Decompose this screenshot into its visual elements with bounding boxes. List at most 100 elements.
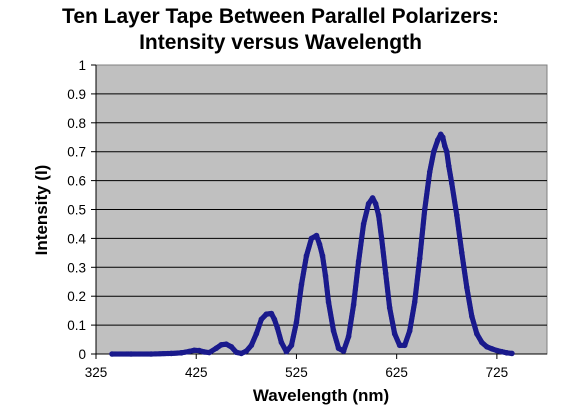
data-point bbox=[128, 351, 134, 357]
data-point bbox=[243, 348, 250, 354]
x-tick-label: 425 bbox=[185, 365, 208, 380]
data-point bbox=[386, 304, 393, 311]
data-point bbox=[369, 195, 376, 201]
data-point bbox=[228, 343, 235, 350]
data-point bbox=[271, 316, 278, 323]
data-point bbox=[191, 347, 198, 354]
data-point bbox=[443, 148, 450, 155]
data-point bbox=[340, 348, 347, 354]
data-point bbox=[382, 270, 389, 276]
y-tick-label: 0.5 bbox=[67, 203, 86, 218]
data-point bbox=[218, 341, 225, 348]
y-tick-label: 0.6 bbox=[67, 174, 86, 189]
data-point bbox=[426, 169, 433, 175]
x-tick-label: 325 bbox=[85, 365, 108, 380]
data-point bbox=[391, 330, 398, 337]
data-point bbox=[316, 241, 323, 247]
data-point bbox=[223, 341, 230, 347]
data-point bbox=[464, 284, 470, 291]
data-point bbox=[178, 350, 184, 356]
y-tick-label: 0 bbox=[78, 347, 86, 362]
data-point bbox=[434, 137, 441, 143]
data-point bbox=[411, 299, 418, 305]
data-point bbox=[350, 302, 357, 308]
data-point bbox=[355, 258, 362, 265]
chart-title-line-1: Ten Layer Tape Between Parallel Polarize… bbox=[62, 5, 499, 28]
x-tick-label: 625 bbox=[385, 365, 408, 380]
y-tick-label: 0.7 bbox=[67, 145, 86, 160]
data-point bbox=[504, 350, 510, 356]
data-point bbox=[330, 328, 337, 334]
data-point bbox=[263, 311, 270, 317]
data-point bbox=[168, 350, 174, 357]
data-point bbox=[293, 319, 300, 326]
data-point bbox=[308, 235, 315, 242]
data-point bbox=[345, 333, 352, 340]
data-point bbox=[441, 143, 448, 149]
data-point bbox=[283, 348, 290, 355]
data-point bbox=[454, 212, 460, 219]
data-point bbox=[298, 281, 305, 288]
y-tick-label: 0.1 bbox=[67, 318, 86, 333]
data-point bbox=[148, 351, 154, 357]
data-point bbox=[238, 350, 245, 357]
data-point bbox=[474, 330, 480, 337]
y-tick-label: 0.3 bbox=[67, 260, 86, 275]
y-tick-label: 0.2 bbox=[67, 289, 86, 304]
data-point bbox=[322, 273, 329, 279]
data-point bbox=[201, 349, 208, 355]
data-point bbox=[186, 348, 193, 355]
tick-labels: 0 0.1 0.2 0.3 0.4 0.5 0.6 0.7 0.8 0.9 1 325 425 525 62… bbox=[67, 58, 508, 380]
grid-lines bbox=[96, 93, 547, 326]
data-point bbox=[319, 252, 326, 259]
data-point bbox=[469, 313, 475, 320]
data-point bbox=[196, 347, 203, 354]
data-point bbox=[313, 232, 320, 239]
data-point bbox=[509, 350, 515, 357]
x-tick-label: 725 bbox=[486, 365, 509, 380]
data-point bbox=[479, 339, 485, 346]
data-point bbox=[206, 349, 213, 356]
chart-title-line-2: Intensity versus Wavelength bbox=[139, 31, 422, 54]
data-point bbox=[375, 212, 382, 219]
x-tick-label: 525 bbox=[285, 365, 308, 380]
data-point bbox=[325, 299, 332, 305]
y-tick-label: 0.9 bbox=[67, 87, 86, 102]
data-point bbox=[335, 345, 342, 352]
data-point bbox=[421, 206, 428, 213]
data-point bbox=[416, 255, 423, 262]
data-point bbox=[378, 235, 385, 242]
data-point bbox=[372, 200, 379, 207]
y-tick-label: 0.8 bbox=[67, 116, 86, 131]
data-point bbox=[406, 328, 413, 334]
data-point bbox=[445, 163, 452, 169]
chart-title: Ten Layer Tape Between Parallel Polarize… bbox=[0, 4, 561, 56]
data-point bbox=[360, 221, 367, 227]
data-point bbox=[268, 310, 275, 317]
data-point bbox=[258, 316, 265, 323]
data-point bbox=[401, 342, 408, 349]
data-point bbox=[278, 339, 285, 346]
data-point bbox=[303, 252, 310, 259]
y-tick-label: 1 bbox=[78, 58, 86, 73]
data-point bbox=[253, 330, 260, 337]
x-axis-label: Wavelength (nm) bbox=[253, 386, 389, 405]
data-point bbox=[109, 351, 115, 357]
data-point bbox=[494, 347, 500, 354]
data-point bbox=[233, 349, 240, 356]
data-point bbox=[439, 134, 446, 141]
data-point bbox=[288, 342, 295, 349]
data-point bbox=[448, 180, 455, 187]
data-point bbox=[274, 325, 281, 331]
data-points bbox=[109, 131, 515, 357]
y-tick-label: 0.4 bbox=[67, 231, 86, 246]
data-point bbox=[396, 342, 403, 349]
data-point bbox=[489, 345, 495, 352]
y-axis-label: Intensity (I) bbox=[32, 165, 51, 256]
data-point bbox=[430, 148, 437, 155]
data-point bbox=[248, 342, 255, 349]
data-point bbox=[499, 348, 505, 355]
data-point bbox=[365, 200, 372, 207]
data-point bbox=[484, 343, 490, 350]
